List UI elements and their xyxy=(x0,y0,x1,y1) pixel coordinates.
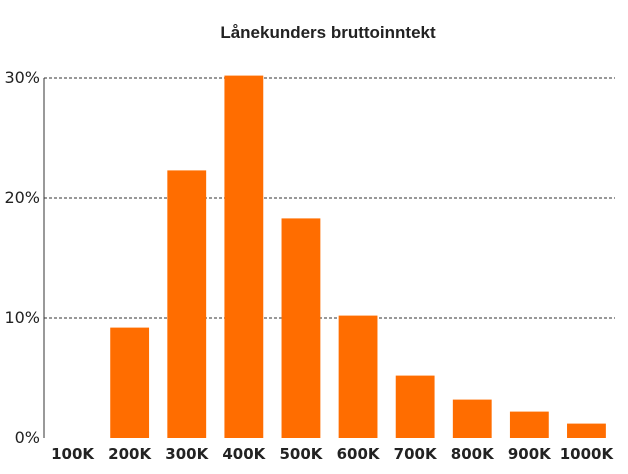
bars xyxy=(110,75,606,438)
x-tick-label: 300K xyxy=(165,445,209,463)
bar-400k xyxy=(224,75,264,438)
x-tick-label: 200K xyxy=(108,445,152,463)
x-tick-label: 100K xyxy=(51,445,95,463)
y-tick-label: 0% xyxy=(15,428,40,447)
bar-200k xyxy=(110,327,150,438)
x-tick-label: 400K xyxy=(222,445,266,463)
bar-900k xyxy=(509,411,549,438)
x-tick-label: 500K xyxy=(279,445,323,463)
bar-700k xyxy=(395,375,435,438)
chart-title: Lånekunders bruttoinntekt xyxy=(220,23,436,42)
x-tick-label: 700K xyxy=(394,445,438,463)
y-tick-label: 30% xyxy=(4,68,40,87)
x-tick-label: 600K xyxy=(337,445,381,463)
bar-300k xyxy=(167,170,207,438)
x-tick-label: 1000K xyxy=(560,445,615,463)
x-tick-label: 800K xyxy=(451,445,495,463)
y-tick-label: 20% xyxy=(4,188,40,207)
bar-600k xyxy=(338,315,378,438)
y-tick-label: 10% xyxy=(4,308,40,327)
x-axis-ticks: 100K 200K 300K 400K 500K 600K 700K 800K 900K 1000… xyxy=(51,445,614,463)
bar-800k xyxy=(452,399,492,438)
x-tick-label: 900K xyxy=(508,445,552,463)
grid-layer xyxy=(44,77,615,319)
y-axis-ticks: 0% 10% 20% 30% xyxy=(4,68,40,447)
bar-1000k xyxy=(567,423,606,438)
bar-500k xyxy=(281,218,321,438)
